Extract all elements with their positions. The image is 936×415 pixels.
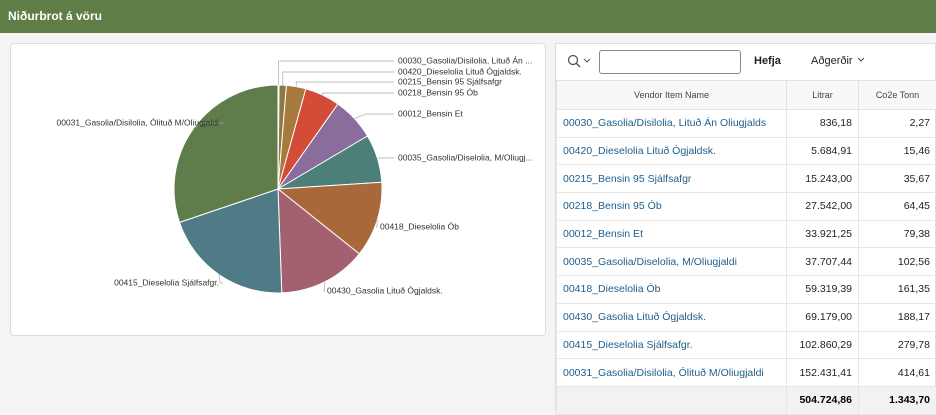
- cell: 414,61: [859, 359, 936, 387]
- item-link[interactable]: 00418_Dieselolia Ób: [557, 276, 787, 304]
- cell: 2,27: [859, 110, 936, 138]
- item-link[interactable]: 00420_Dieselolia Lituð Ógjaldsk.: [557, 137, 787, 165]
- actions-label: Aðgerðir: [811, 55, 853, 67]
- cell: 279,78: [859, 331, 936, 359]
- slice-label: 00035_Gasolia/Diselolia, M/Oliugj...: [398, 152, 533, 162]
- cell: 102,56: [859, 248, 936, 276]
- leader-line: [323, 93, 394, 95]
- total-cell: 504.724,86: [787, 386, 859, 414]
- leader-line: [279, 61, 394, 85]
- slice-label: 00012_Bensin Et: [398, 108, 463, 118]
- table-row: 00031_Gasolia/Disilolia, Ólituð M/Oliugj…: [557, 359, 936, 387]
- column-header: Litrar: [787, 81, 859, 110]
- search-icon[interactable]: [564, 44, 600, 80]
- cell: 188,17: [859, 303, 936, 331]
- cell: 27.542,00: [787, 193, 859, 221]
- go-button[interactable]: Hefja: [754, 55, 781, 67]
- total-cell: 1.343,70: [859, 386, 936, 414]
- item-link[interactable]: 00415_Dieselolia Sjálfsafgr.: [557, 331, 787, 359]
- item-link[interactable]: 00012_Bensin Et: [557, 220, 787, 248]
- item-link[interactable]: 00031_Gasolia/Disilolia, Ólituð M/Oliugj…: [557, 359, 787, 387]
- item-link[interactable]: 00218_Bensin 95 Ób: [557, 193, 787, 221]
- slice-label: 00415_Dieselolia Sjálfsafgr.: [114, 277, 219, 287]
- cell: 152.431,41: [787, 359, 859, 387]
- search-input[interactable]: [599, 50, 741, 74]
- cell: 35,67: [859, 165, 936, 193]
- slice-label: 00215_Bensin 95 Sjálfsafgr: [398, 76, 502, 86]
- cell: 836,18: [787, 110, 859, 138]
- cell: 33.921,25: [787, 220, 859, 248]
- slice-label: 00218_Bensin 95 Ób: [398, 87, 478, 97]
- cell: 69.179,00: [787, 303, 859, 331]
- cell: 15,46: [859, 137, 936, 165]
- column-header: Vendor Item Name: [557, 81, 787, 110]
- region-title: Niðurbrot á vöru: [0, 0, 936, 33]
- table-row: 00030_Gasolia/Disilolia, Lituð Án Oliugj…: [557, 110, 936, 138]
- chart-card: 00030_Gasolia/Disilolia, Lituð Án ...004…: [10, 43, 546, 336]
- cell: 161,35: [859, 276, 936, 304]
- chevron: [856, 56, 866, 64]
- cell: 15.243,00: [787, 165, 859, 193]
- slice-label: 00420_Dieselolia Lituð Ógjaldsk.: [398, 66, 522, 76]
- leader-line: [354, 114, 394, 118]
- cell: 79,38: [859, 220, 936, 248]
- leader-line: [296, 82, 394, 87]
- cell: 64,45: [859, 193, 936, 221]
- cell: 5.684,91: [787, 137, 859, 165]
- cell: 59.319,39: [787, 276, 859, 304]
- slice-label: 00418_Dieselolia Ób: [380, 221, 459, 231]
- slice-label: 00430_Gasolia Lituð Ógjaldsk.: [327, 285, 443, 295]
- slice-label: 00030_Gasolia/Disilolia, Lituð Án ...: [398, 55, 532, 65]
- leader-line: [283, 72, 394, 85]
- item-link[interactable]: 00215_Bensin 95 Sjálfsafgr: [557, 165, 787, 193]
- cell: 102.860,29: [787, 331, 859, 359]
- actions-menu[interactable]: Aðgerðir: [811, 55, 866, 67]
- item-link[interactable]: 00035_Gasolia/Diselolia, M/Oliugjaldi: [557, 248, 787, 276]
- cell: 37.707,44: [787, 248, 859, 276]
- cell: [557, 386, 787, 414]
- item-link[interactable]: 00030_Gasolia/Disilolia, Lituð Án Oliugj…: [557, 110, 787, 138]
- table-row: 00420_Dieselolia Lituð Ógjaldsk.5.684,91…: [557, 137, 936, 165]
- item-link[interactable]: 00430_Gasolia Lituð Ógjaldsk.: [557, 303, 787, 331]
- slice-label: 00031_Gasolia/Disilolia, Ólituð M/Oliugj…: [56, 117, 219, 127]
- toolbar: Hefja Aðgerðir: [556, 44, 936, 80]
- chart: 00030_Gasolia/Disilolia, Lituð Án ...004…: [11, 44, 545, 335]
- leader-line: [323, 282, 325, 291]
- column-header: Co2e Tonn: [859, 81, 936, 110]
